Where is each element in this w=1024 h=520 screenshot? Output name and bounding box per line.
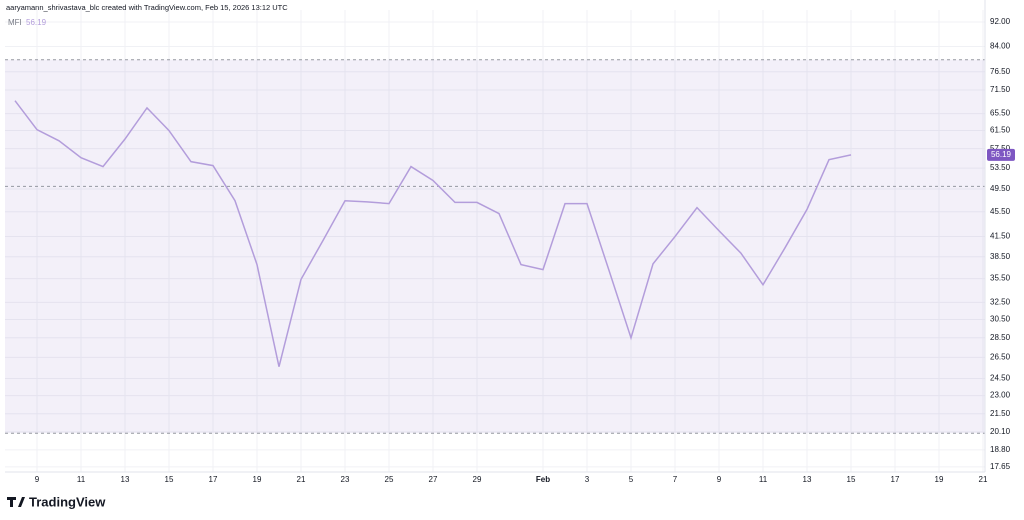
series-line [14, 100, 852, 367]
y-tick-label: 53.50 [990, 163, 1011, 172]
logo-text: TradingView [29, 494, 106, 509]
band-fill [5, 59, 985, 434]
legend-name: MFI [8, 18, 22, 27]
legend-value: 56.19 [26, 18, 47, 27]
y-tick-label: 24.50 [990, 374, 1011, 383]
y-tick-label: 32.50 [990, 298, 1011, 307]
y-tick-label: 71.50 [990, 85, 1011, 94]
y-tick-label: 30.50 [990, 315, 1011, 324]
y-tick-label: 23.00 [990, 391, 1011, 400]
x-tick-label: Feb [536, 475, 550, 484]
x-tick-label: 13 [121, 475, 130, 484]
x-tick-label: 21 [297, 475, 306, 484]
y-tick-label: 57.50 [990, 144, 1011, 153]
y-tick-label: 84.00 [990, 42, 1011, 51]
bands [5, 59, 985, 434]
y-tick-label: 18.80 [990, 445, 1011, 454]
x-tick-label: 13 [803, 475, 812, 484]
x-tick-label: 15 [165, 475, 174, 484]
y-tick-label: 28.50 [990, 333, 1011, 342]
y-tick-label: 92.00 [990, 17, 1011, 26]
x-tick-label: 19 [935, 475, 944, 484]
y-tick-label: 17.65 [990, 462, 1011, 471]
y-tick-label: 49.50 [990, 184, 1011, 193]
x-tick-label: 5 [629, 475, 634, 484]
y-tick-label: 45.50 [990, 207, 1011, 216]
plot-area [14, 100, 852, 367]
x-tick-label: 3 [585, 475, 590, 484]
x-tick-label: 29 [473, 475, 482, 484]
logo-icon [7, 497, 25, 507]
x-tick-label: 23 [341, 475, 350, 484]
x-tick-label: 7 [673, 475, 678, 484]
y-tick-label: 38.50 [990, 252, 1011, 261]
footer-logo: TradingView [7, 494, 106, 509]
y-tick-label: 26.50 [990, 353, 1011, 362]
x-tick-label: 21 [979, 475, 988, 484]
x-tick-label: 25 [385, 475, 394, 484]
y-tick-label: 35.50 [990, 274, 1011, 283]
x-tick-label: 9 [717, 475, 722, 484]
axes: 92.00 84.00 76.50 71.50 65.50 61.50 57.50 53.50… [35, 17, 1011, 484]
y-tick-label: 20.10 [990, 427, 1011, 436]
y-tick-label: 21.50 [990, 409, 1011, 418]
header-text: aaryamann_shrivastava_blc created with T… [6, 3, 288, 12]
x-tick-label: 11 [759, 475, 768, 484]
price-label: 56.19 [991, 150, 1012, 159]
x-tick-label: 15 [847, 475, 856, 484]
x-tick-label: 11 [77, 475, 86, 484]
x-tick-label: 17 [209, 475, 218, 484]
x-tick-label: 27 [429, 475, 438, 484]
y-tick-label: 65.50 [990, 109, 1011, 118]
price-label-bg [987, 148, 1015, 161]
y-tick-label: 61.50 [990, 126, 1011, 135]
y-tick-label: 41.50 [990, 232, 1011, 241]
x-tick-label: 19 [253, 475, 262, 484]
x-tick-label: 9 [35, 475, 40, 484]
x-tick-label: 17 [891, 475, 900, 484]
y-tick-label: 76.50 [990, 67, 1011, 76]
